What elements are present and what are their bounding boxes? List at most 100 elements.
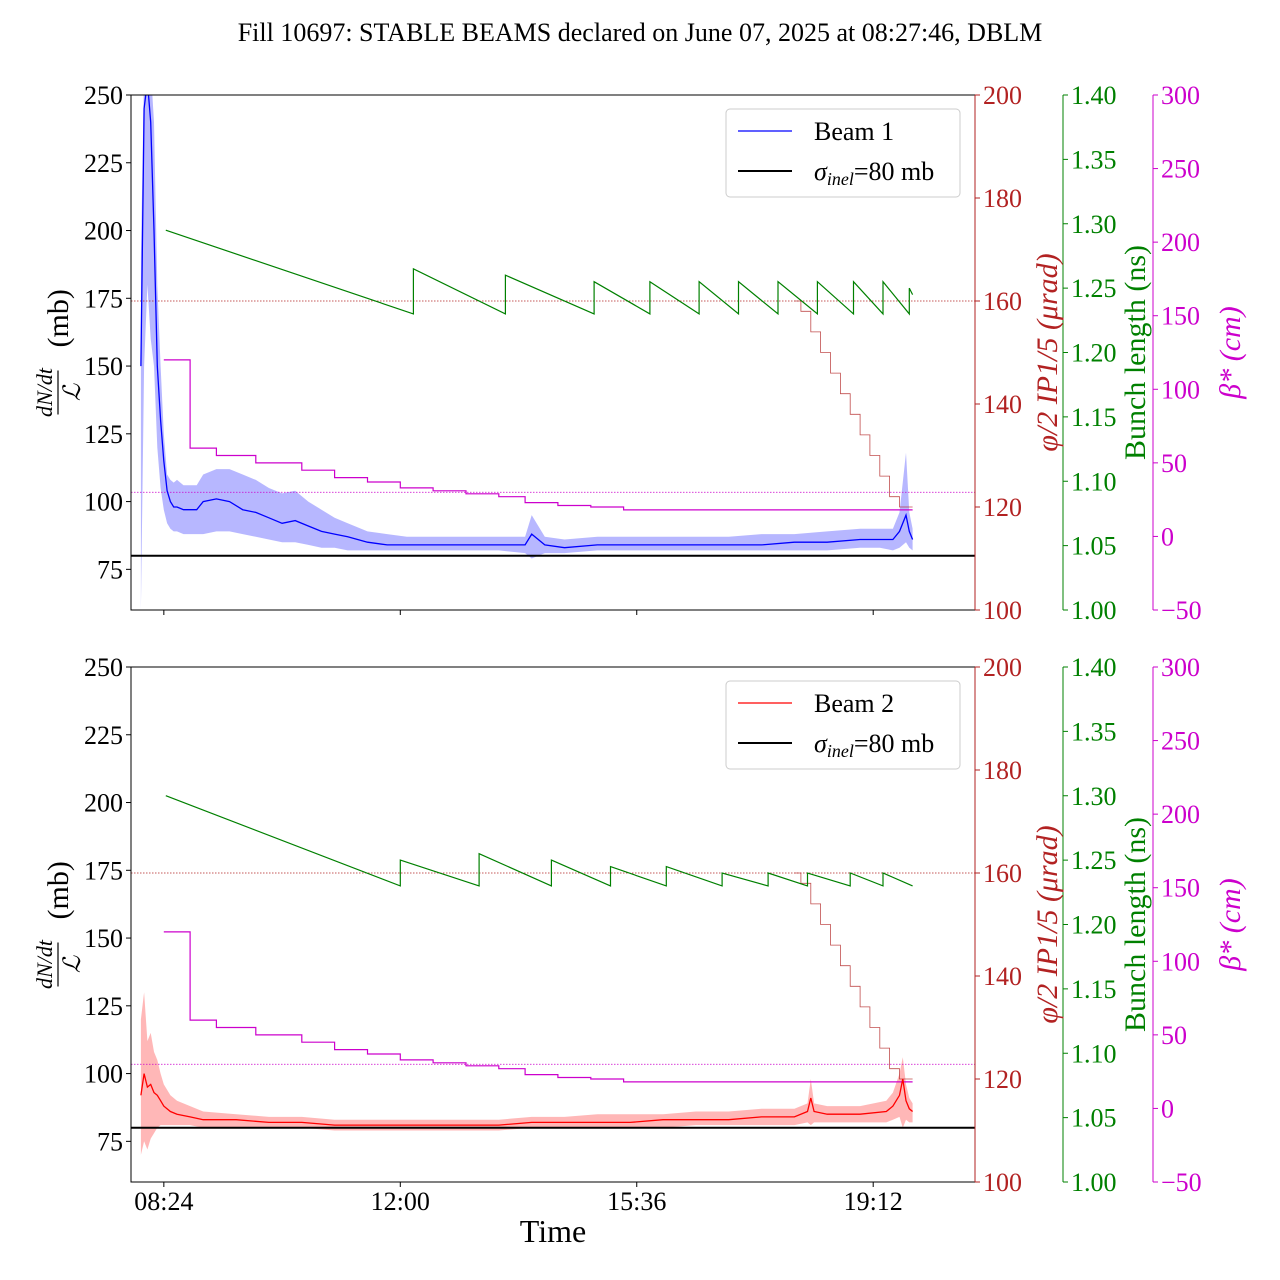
crossing-angle-axis-tick-label: 160 <box>983 287 1022 316</box>
y-tick-label: 75 <box>97 1127 123 1156</box>
crossing-angle-axis-tick-label: 100 <box>983 1168 1022 1197</box>
bunch-length-axis-tick-label: 1.20 <box>1071 339 1117 368</box>
y-tick-label: 225 <box>84 721 123 750</box>
beta-star-axis-tick-label: 150 <box>1161 302 1200 331</box>
crossing-angle-axis-tick-label: 120 <box>983 493 1022 522</box>
beam-line <box>140 1073 914 1126</box>
y-tick-label: 75 <box>97 555 123 584</box>
bunch-length-axis-tick-label: 1.10 <box>1071 467 1117 496</box>
beta-star-axis-tick-label: 250 <box>1161 155 1200 184</box>
crossing-angle-axis-tick-label: 180 <box>983 756 1022 785</box>
bunch-length-axis-tick-label: 1.00 <box>1071 1168 1117 1197</box>
beta-star-axis-label-text: β* (cm) <box>1214 306 1247 399</box>
legend-sigma-label: σinel=80 mb <box>814 729 934 761</box>
y-tick-label: 125 <box>84 420 123 449</box>
beta-star-line <box>163 931 913 1083</box>
bunch-length-axis-tick-label: 1.05 <box>1071 532 1117 561</box>
crossing-angle-axis-label: φ/2 IP1/5 (μrad) <box>1031 825 1064 1023</box>
y-axis-label-numerator: dN/dt <box>32 939 57 989</box>
bunch-length-axis-tick-label: 1.10 <box>1071 1039 1117 1068</box>
legend-beam-label: Beam 1 <box>814 117 894 146</box>
x-axis-label: Time <box>520 1213 586 1249</box>
beta-star-axis-tick-label: 200 <box>1161 800 1200 829</box>
bunch-length-axis-tick-label: 1.20 <box>1071 911 1117 940</box>
figure-title: Fill 10697: STABLE BEAMS declared on Jun… <box>237 18 1043 47</box>
y-axis-label-unit: (mb) <box>42 289 75 347</box>
x-tick-label: 19:12 <box>844 1187 903 1216</box>
beta-star-axis-tick-label: 300 <box>1161 81 1200 110</box>
bunch-length-axis-label-text: Bunch length (ns) <box>1119 245 1152 460</box>
beta-star-axis-tick-label: 200 <box>1161 228 1200 257</box>
beta-star-axis-tick-label: 50 <box>1161 1021 1187 1050</box>
y-axis-label: dN/dt ℒ (mb) <box>32 861 86 989</box>
bunch-length-axis-tick-label: 1.05 <box>1071 1104 1117 1133</box>
bunch-length-axis-tick-label: 1.35 <box>1071 717 1117 746</box>
y-tick-label: 175 <box>84 284 123 313</box>
beta-star-axis-tick-label: 300 <box>1161 653 1200 682</box>
bunch-length-axis-tick-label: 1.15 <box>1071 975 1117 1004</box>
beta-star-axis-label: β* (cm) <box>1214 306 1247 399</box>
bunch-length-axis-tick-label: 1.35 <box>1071 145 1117 174</box>
plot-area <box>131 95 975 610</box>
y-axis-label: dN/dt ℒ (mb) <box>32 289 86 417</box>
bunch-length-axis-tick-label: 1.30 <box>1071 782 1117 811</box>
crossing-angle-axis-label-text: φ/2 IP1/5 (μrad) <box>1031 253 1064 451</box>
y-axis-label-denominator: ℒ <box>60 383 86 401</box>
y-tick-label: 250 <box>84 81 123 110</box>
bunch-length-axis-tick-label: 1.25 <box>1071 274 1117 303</box>
legend-beam-label: Beam 2 <box>814 689 894 718</box>
bunch-length-axis-label-text: Bunch length (ns) <box>1119 817 1152 1032</box>
bunch-length-axis-tick-label: 1.40 <box>1071 81 1117 110</box>
beta-star-axis-tick-label: −50 <box>1161 1168 1202 1197</box>
bunch-length-axis-tick-label: 1.15 <box>1071 403 1117 432</box>
y-axis-label-numerator: dN/dt <box>32 367 57 417</box>
bunch-length-axis-tick-label: 1.00 <box>1071 596 1117 625</box>
y-tick-label: 225 <box>84 149 123 178</box>
plot-area <box>131 795 975 1155</box>
y-tick-label: 100 <box>84 1060 123 1089</box>
crossing-angle-line <box>794 872 913 1080</box>
y-tick-label: 200 <box>84 217 123 246</box>
y-tick-label: 150 <box>84 352 123 381</box>
y-tick-label: 125 <box>84 992 123 1021</box>
crossing-angle-axis-label-text: φ/2 IP1/5 (μrad) <box>1031 825 1064 1023</box>
beam-line <box>140 95 914 549</box>
bunch-length-axis-tick-label: 1.30 <box>1071 210 1117 239</box>
y-tick-label: 200 <box>84 789 123 818</box>
beta-star-axis-label: β* (cm) <box>1214 878 1247 971</box>
beam-band <box>140 992 913 1155</box>
y-axis-label-unit: (mb) <box>42 861 75 919</box>
panel-top: 75 100 125 150 175 200 225 250 100 120 140 160 180 20… <box>32 81 1247 625</box>
y-tick-label: 150 <box>84 924 123 953</box>
panel-bottom: 75 100 125 150 175 200 225 250 100 120 140 160 180 20… <box>32 653 1247 1249</box>
crossing-angle-axis-tick-label: 200 <box>983 653 1022 682</box>
bunch-length-line <box>165 795 913 887</box>
legend: Beam 1 σinel=80 mb <box>725 108 961 198</box>
crossing-angle-axis-label: φ/2 IP1/5 (μrad) <box>1031 253 1064 451</box>
crossing-angle-axis-tick-label: 160 <box>983 859 1022 888</box>
beta-star-axis-label-text: β* (cm) <box>1214 878 1247 971</box>
y-tick-label: 250 <box>84 653 123 682</box>
bunch-length-axis-label: Bunch length (ns) <box>1119 245 1152 460</box>
y-axis-label-denominator: ℒ <box>60 955 86 973</box>
beta-star-axis-tick-label: 0 <box>1161 1094 1174 1123</box>
beta-star-axis-tick-label: 100 <box>1161 375 1200 404</box>
y-tick-label: 175 <box>84 856 123 885</box>
x-tick-label: 15:36 <box>607 1187 666 1216</box>
bunch-length-axis-tick-label: 1.25 <box>1071 846 1117 875</box>
crossing-angle-axis-tick-label: 140 <box>983 390 1022 419</box>
crossing-angle-line <box>794 300 913 508</box>
beta-star-line <box>163 359 913 511</box>
crossing-angle-axis-tick-label: 120 <box>983 1065 1022 1094</box>
crossing-angle-axis-tick-label: 140 <box>983 962 1022 991</box>
x-tick-label: 12:00 <box>371 1187 430 1216</box>
y-tick-label: 100 <box>84 488 123 517</box>
beta-star-axis-tick-label: 250 <box>1161 727 1200 756</box>
crossing-angle-axis-tick-label: 180 <box>983 184 1022 213</box>
crossing-angle-axis-tick-label: 100 <box>983 596 1022 625</box>
beta-star-axis-tick-label: 150 <box>1161 874 1200 903</box>
bunch-length-axis-label: Bunch length (ns) <box>1119 817 1152 1032</box>
bunch-length-axis-tick-label: 1.40 <box>1071 653 1117 682</box>
beta-star-axis-tick-label: 100 <box>1161 947 1200 976</box>
